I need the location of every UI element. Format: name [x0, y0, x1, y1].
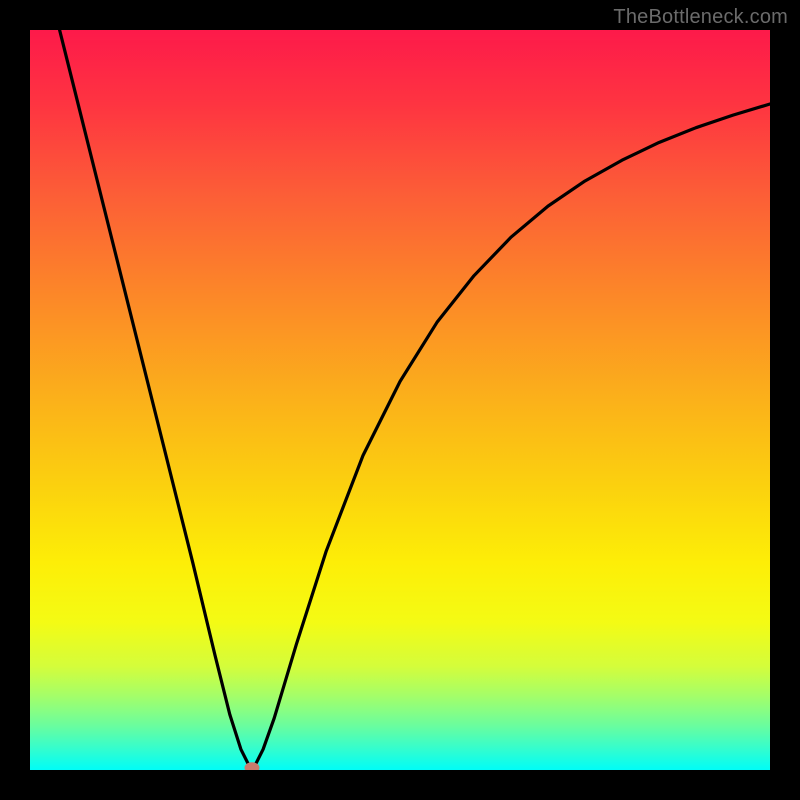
chart-stage: TheBottleneck.com	[0, 0, 800, 800]
watermark-text: TheBottleneck.com	[613, 6, 788, 29]
bottleneck-chart	[30, 30, 770, 770]
